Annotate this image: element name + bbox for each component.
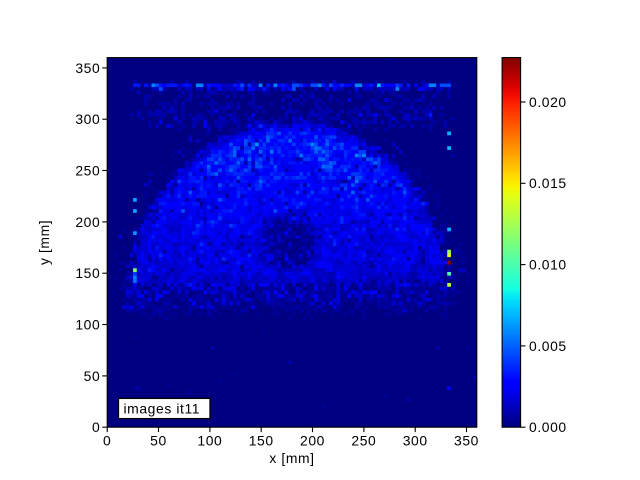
svg-text:0.005: 0.005 [529, 338, 567, 354]
svg-text:images it11: images it11 [124, 400, 201, 416]
svg-text:300: 300 [75, 111, 100, 127]
svg-text:0: 0 [92, 419, 100, 435]
svg-text:0.000: 0.000 [529, 419, 567, 435]
svg-text:100: 100 [197, 433, 222, 449]
svg-text:250: 250 [351, 433, 376, 449]
svg-text:300: 300 [403, 433, 428, 449]
svg-text:200: 200 [300, 433, 325, 449]
svg-text:350: 350 [454, 433, 479, 449]
svg-text:200: 200 [75, 214, 100, 230]
svg-text:0.010: 0.010 [529, 257, 567, 273]
svg-text:50: 50 [150, 433, 167, 449]
svg-text:150: 150 [75, 265, 100, 281]
svg-text:250: 250 [75, 162, 100, 178]
svg-text:x [mm]: x [mm] [269, 450, 314, 466]
svg-text:50: 50 [84, 368, 101, 384]
svg-text:0: 0 [103, 433, 111, 449]
svg-text:350: 350 [75, 60, 100, 76]
svg-text:150: 150 [249, 433, 274, 449]
svg-text:100: 100 [75, 316, 100, 332]
svg-text:0.020: 0.020 [529, 94, 567, 110]
svg-text:0.015: 0.015 [529, 175, 567, 191]
svg-text:y [mm]: y [mm] [36, 220, 52, 265]
